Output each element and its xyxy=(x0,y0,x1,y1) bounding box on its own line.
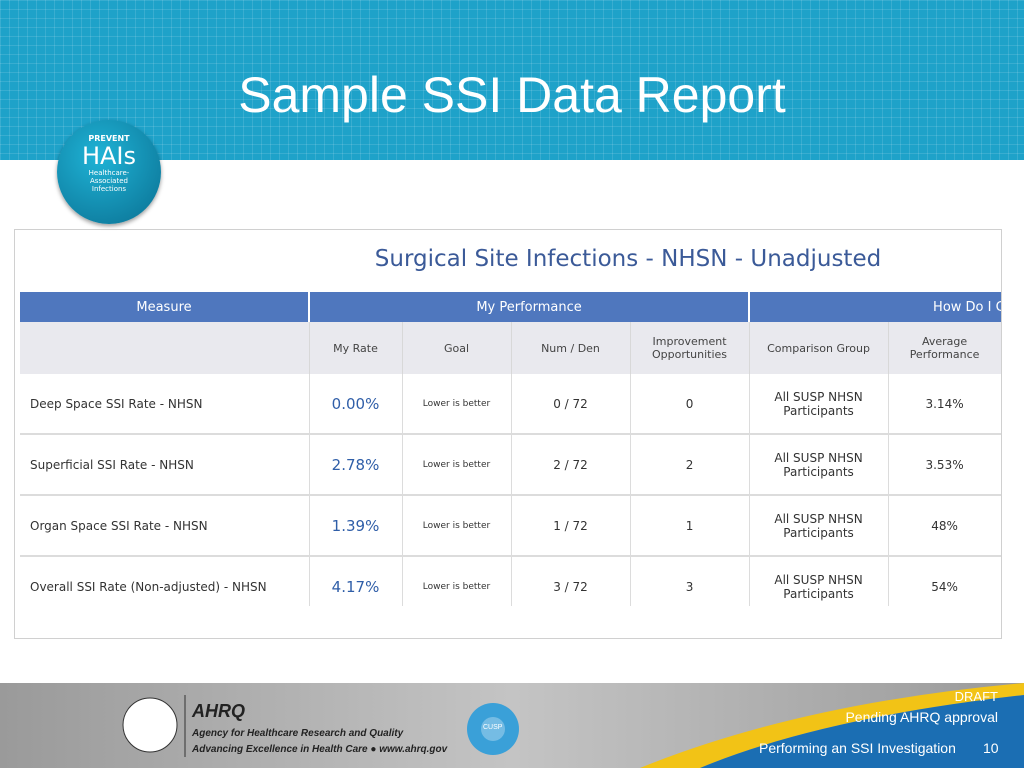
sub-header: Goal xyxy=(402,322,512,374)
table-cell: 1 / 72 xyxy=(511,495,631,557)
footer xyxy=(0,683,1024,768)
pending: Pending AHRQ approval xyxy=(845,709,998,725)
cusp-center xyxy=(481,717,505,741)
table-cell: Lower is better xyxy=(402,434,512,496)
report-frame xyxy=(14,229,1002,639)
table-cell: 3 / 72 xyxy=(511,556,631,606)
table-cell: 0.00% xyxy=(309,374,403,435)
badge-line: Associated xyxy=(90,177,128,185)
table-cell: Lower is better xyxy=(402,374,512,435)
table-cell: Lower is better xyxy=(402,556,512,606)
table-row: Superficial SSI Rate - NHSN 2.78% Lower is… xyxy=(20,434,1001,496)
slide-title: Sample SSI Data Report xyxy=(238,67,786,123)
table-wrap: Measure My Performance How Do I C My Rat… xyxy=(20,292,1001,606)
cusp-label: CUSP xyxy=(483,724,503,731)
report-table: Measure My Performance How Do I C My Rat… xyxy=(20,292,1001,606)
hhs-seal xyxy=(122,697,178,753)
table-row: Overall SSI Rate (Non-adjusted) - NHSN 4.… xyxy=(20,556,1001,606)
ahrq-logo: AHRQ xyxy=(192,701,245,721)
badge-line: Healthcare- xyxy=(88,169,130,177)
swoosh-blue xyxy=(700,695,1024,768)
group-header: How Do I C xyxy=(749,292,1001,322)
sub-header: Average Performance xyxy=(888,322,1001,374)
url: www.ahrq.gov xyxy=(379,744,448,755)
tagline-text: Advancing Excellence in Health Care xyxy=(192,744,368,755)
sub-header: Num / Den xyxy=(511,322,631,374)
swoosh xyxy=(640,683,1024,768)
page-number: 10 xyxy=(983,740,999,756)
badge-main: HAIs xyxy=(81,142,137,170)
sub-header: Improvement Opportunities xyxy=(630,322,750,374)
table-cell: 4.17% xyxy=(309,556,403,606)
table-cell: All SUSP NHSN Participants xyxy=(749,556,889,606)
table-row: Deep Space SSI Rate - NHSN 0.00% Lower is … xyxy=(20,374,1001,435)
table-cell: 54% xyxy=(888,556,1001,606)
table-cell: Lower is better xyxy=(402,495,512,557)
table-cell: Superficial SSI Rate - NHSN xyxy=(20,434,310,496)
sub-header: My Rate xyxy=(309,322,403,374)
table-cell: 48% xyxy=(888,495,1001,557)
table-cell: All SUSP NHSN Participants xyxy=(749,374,889,435)
table-cell: Deep Space SSI Rate - NHSN xyxy=(20,374,310,435)
table-cell: 0 / 72 xyxy=(511,374,631,435)
table-cell: Organ Space SSI Rate - NHSN xyxy=(20,495,310,557)
table-cell: All SUSP NHSN Participants xyxy=(749,495,889,557)
table-cell: All SUSP NHSN Participants xyxy=(749,434,889,496)
agency: Agency for Healthcare Research and Quali… xyxy=(192,728,404,739)
report-title: Surgical Site Infections - NHSN - Unadju… xyxy=(374,246,882,272)
table-cell: 3.53% xyxy=(888,434,1001,496)
group-header: Measure xyxy=(20,292,310,322)
table-cell: 1 xyxy=(630,495,750,557)
hais-badge: PREVENT HAIs Healthcare- Associated Infe… xyxy=(57,120,161,224)
table-cell: 0 xyxy=(630,374,750,435)
table-cell: Overall SSI Rate (Non-adjusted) - NHSN xyxy=(20,556,310,606)
sub-header: Comparison Group xyxy=(749,322,889,374)
badge-top: PREVENT xyxy=(88,134,130,143)
table-cell: 2 / 72 xyxy=(511,434,631,496)
table-row: Organ Space SSI Rate - NHSN 1.39% Lower is… xyxy=(20,495,1001,557)
badge-line: Infections xyxy=(91,185,127,193)
sub-header-blank xyxy=(20,322,310,374)
table-cell: 2.78% xyxy=(309,434,403,496)
table-cell: 1.39% xyxy=(309,495,403,557)
table-cell: 3 xyxy=(630,556,750,606)
table-cell: 3.14% xyxy=(888,374,1001,435)
tagline: Advancing Excellence in Health Care ● ww… xyxy=(192,744,448,755)
header-band xyxy=(0,0,1024,160)
group-header: My Performance xyxy=(309,292,751,322)
course: Performing an SSI Investigation xyxy=(759,740,956,756)
cusp-logo xyxy=(467,703,519,755)
table-cell: 2 xyxy=(630,434,750,496)
draft: DRAFT xyxy=(954,689,998,704)
